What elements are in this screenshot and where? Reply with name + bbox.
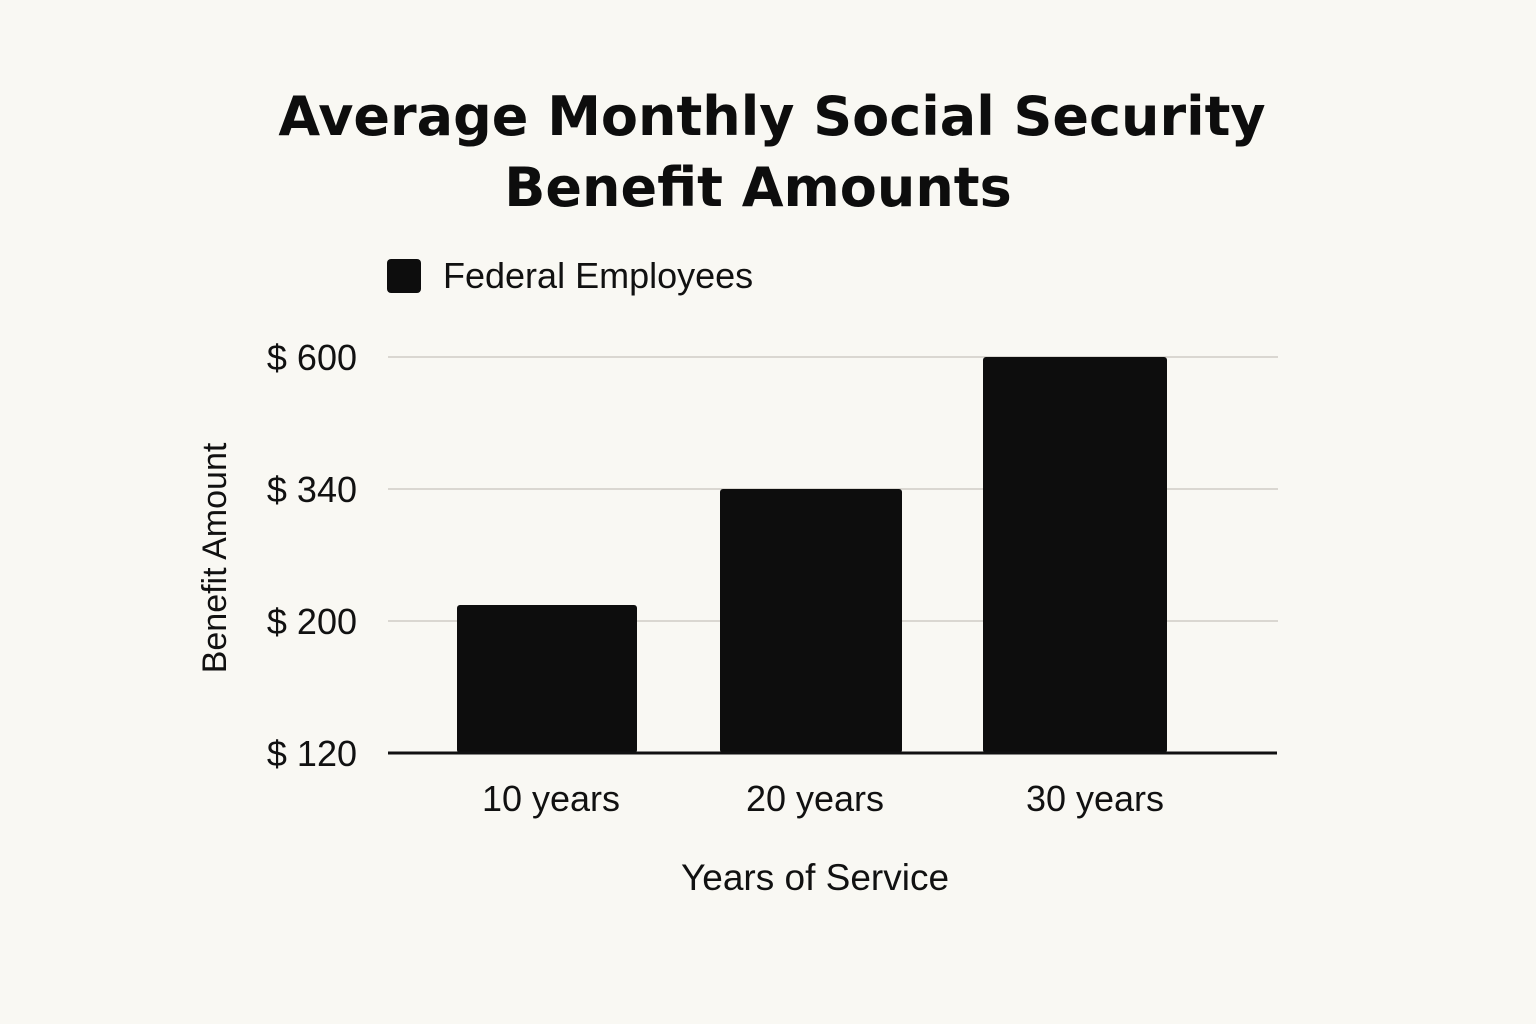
bar-30-years bbox=[983, 357, 1167, 753]
legend: Federal Employees bbox=[387, 255, 753, 297]
bar-20-years bbox=[720, 489, 902, 753]
y-tick-label: $ 340 bbox=[267, 469, 357, 510]
y-tick-label: $ 120 bbox=[267, 733, 357, 774]
y-tick-label: $ 200 bbox=[267, 601, 357, 642]
bar-10-years bbox=[457, 604, 637, 753]
x-tick-label: 10 years bbox=[482, 778, 620, 819]
legend-swatch bbox=[387, 259, 421, 293]
x-tick-label: 20 years bbox=[746, 778, 884, 819]
x-tick-label: 30 years bbox=[1026, 778, 1164, 819]
y-tick-label: $ 600 bbox=[267, 337, 357, 378]
y-axis-label: Benefit Amount bbox=[196, 442, 234, 673]
x-axis-label: Years of Service bbox=[681, 857, 949, 898]
chart-title-line-1: Average Monthly Social Security bbox=[278, 85, 1266, 148]
chart-title-line-2: Benefit Amounts bbox=[504, 156, 1012, 219]
legend-label: Federal Employees bbox=[443, 255, 754, 296]
